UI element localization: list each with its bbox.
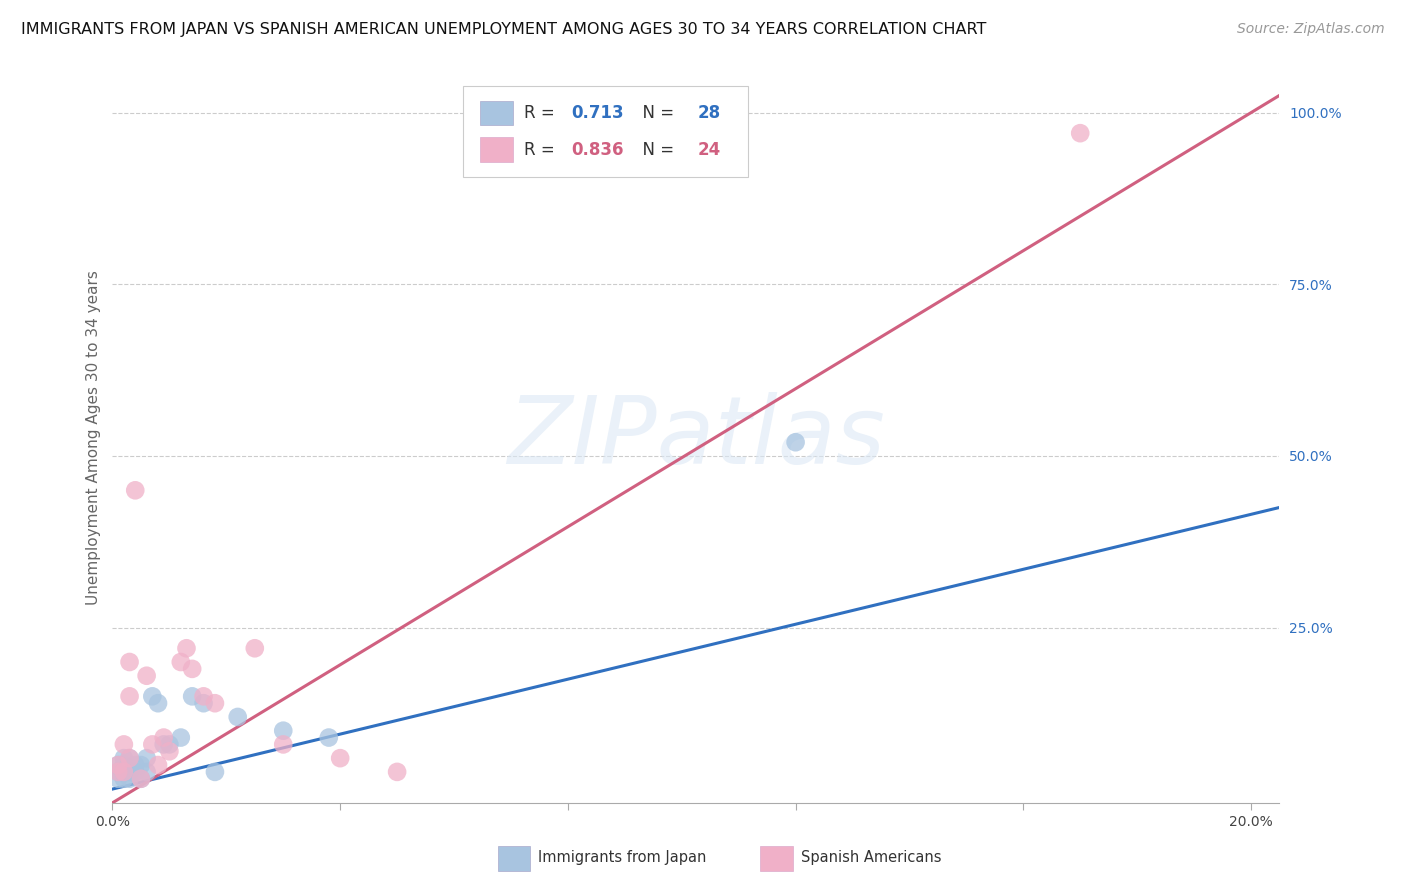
Point — [226, 710, 249, 724]
Text: Source: ZipAtlas.com: Source: ZipAtlas.com — [1237, 22, 1385, 37]
FancyBboxPatch shape — [479, 101, 513, 126]
Point — [141, 738, 163, 752]
Text: N =: N = — [631, 104, 679, 122]
Point — [112, 772, 135, 786]
Point — [318, 731, 340, 745]
Point — [193, 690, 215, 704]
Point — [118, 772, 141, 786]
Point — [385, 764, 408, 779]
Point — [329, 751, 352, 765]
Text: 0.713: 0.713 — [571, 104, 624, 122]
Point — [1069, 126, 1091, 140]
Point — [152, 731, 174, 745]
Point — [135, 751, 157, 765]
Text: 0.836: 0.836 — [571, 141, 624, 159]
FancyBboxPatch shape — [479, 137, 513, 162]
Point — [118, 764, 141, 779]
Point — [129, 772, 152, 786]
Point — [112, 751, 135, 765]
Text: R =: R = — [524, 104, 561, 122]
Text: IMMIGRANTS FROM JAPAN VS SPANISH AMERICAN UNEMPLOYMENT AMONG AGES 30 TO 34 YEARS: IMMIGRANTS FROM JAPAN VS SPANISH AMERICA… — [21, 22, 987, 37]
Point — [193, 696, 215, 710]
Point — [107, 772, 129, 786]
Point — [146, 758, 169, 772]
Text: ZIPatlas: ZIPatlas — [508, 392, 884, 483]
Point — [107, 758, 129, 772]
Point — [107, 758, 129, 772]
Point — [129, 758, 152, 772]
Point — [204, 696, 226, 710]
Point — [157, 738, 180, 752]
Point — [124, 758, 146, 772]
Text: Spanish Americans: Spanish Americans — [801, 850, 942, 865]
Point — [118, 751, 141, 765]
Point — [118, 690, 141, 704]
Point — [129, 772, 152, 786]
Point — [135, 669, 157, 683]
Point — [181, 662, 204, 676]
Point — [118, 751, 141, 765]
Point — [118, 655, 141, 669]
Point — [112, 758, 135, 772]
Point — [157, 744, 180, 758]
Point — [170, 731, 193, 745]
Y-axis label: Unemployment Among Ages 30 to 34 years: Unemployment Among Ages 30 to 34 years — [86, 269, 101, 605]
FancyBboxPatch shape — [498, 846, 530, 871]
Point — [124, 764, 146, 779]
Point — [152, 738, 174, 752]
FancyBboxPatch shape — [761, 846, 793, 871]
Point — [785, 435, 807, 450]
Point — [271, 738, 294, 752]
Text: Immigrants from Japan: Immigrants from Japan — [538, 850, 707, 865]
Point — [112, 764, 135, 779]
Point — [243, 641, 266, 656]
Text: 24: 24 — [697, 141, 720, 159]
Point — [112, 738, 135, 752]
Point — [146, 696, 169, 710]
Point — [141, 690, 163, 704]
Point — [204, 764, 226, 779]
Point — [170, 655, 193, 669]
FancyBboxPatch shape — [463, 86, 748, 178]
Point — [112, 764, 135, 779]
Point — [271, 723, 294, 738]
Point — [181, 690, 204, 704]
Point — [107, 764, 129, 779]
Point — [124, 483, 146, 498]
Text: R =: R = — [524, 141, 561, 159]
Point — [135, 764, 157, 779]
Point — [107, 764, 129, 779]
Text: N =: N = — [631, 141, 679, 159]
Point — [176, 641, 198, 656]
Text: 28: 28 — [697, 104, 720, 122]
